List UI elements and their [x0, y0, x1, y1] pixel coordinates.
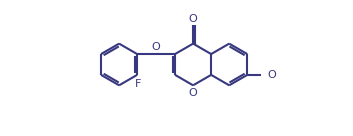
- Text: O: O: [189, 88, 197, 98]
- Text: O: O: [152, 42, 161, 52]
- Text: O: O: [267, 70, 276, 80]
- Text: O: O: [189, 13, 197, 24]
- Text: F: F: [135, 79, 141, 89]
